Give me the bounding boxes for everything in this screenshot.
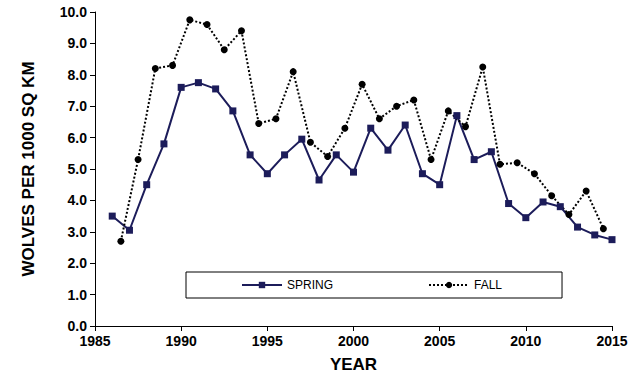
svg-text:1995: 1995: [252, 333, 283, 349]
svg-text:YEAR: YEAR: [330, 355, 377, 374]
svg-text:9.0: 9.0: [68, 35, 88, 51]
svg-text:5.0: 5.0: [68, 161, 88, 177]
svg-text:2.0: 2.0: [68, 255, 88, 271]
svg-text:FALL: FALL: [474, 278, 502, 292]
svg-text:4.0: 4.0: [68, 192, 88, 208]
svg-text:2000: 2000: [338, 333, 369, 349]
svg-text:2010: 2010: [510, 333, 541, 349]
svg-text:2005: 2005: [424, 333, 455, 349]
svg-text:1990: 1990: [166, 333, 197, 349]
svg-text:10.0: 10.0: [60, 4, 87, 20]
svg-text:3.0: 3.0: [68, 224, 88, 240]
svg-text:7.0: 7.0: [68, 98, 88, 114]
svg-text:SPRING: SPRING: [287, 278, 333, 292]
svg-text:2015: 2015: [596, 333, 627, 349]
svg-text:WOLVES PER 1000 SQ KM: WOLVES PER 1000 SQ KM: [19, 61, 38, 276]
svg-text:6.0: 6.0: [68, 130, 88, 146]
svg-text:1985: 1985: [79, 333, 110, 349]
svg-text:0.0: 0.0: [68, 318, 88, 334]
svg-text:8.0: 8.0: [68, 67, 88, 83]
svg-text:1.0: 1.0: [68, 287, 88, 303]
